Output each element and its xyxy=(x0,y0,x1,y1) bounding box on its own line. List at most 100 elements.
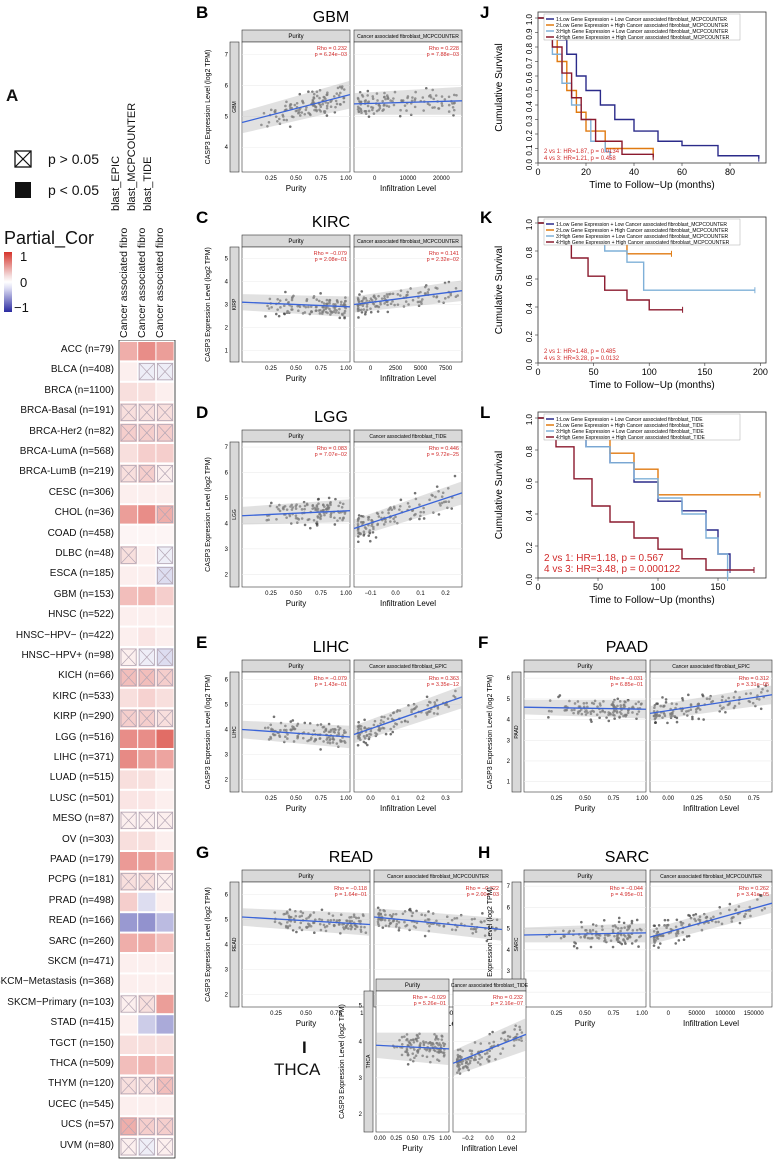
side-strip xyxy=(229,881,240,1008)
heatmap-cell xyxy=(120,913,138,932)
x-tick-label: 1.00 xyxy=(636,796,648,802)
rho-stat: Rho = 0.232 xyxy=(317,46,347,52)
panel-letter: J xyxy=(480,3,489,22)
heatmap-row-label: CHOL (n=36) xyxy=(54,507,114,519)
trend-line xyxy=(241,93,351,124)
y-tick-label: 5 xyxy=(225,918,229,924)
x-tick-label: 1.00 xyxy=(439,1136,451,1142)
y-tick-label: 2 xyxy=(225,778,229,784)
heatmap-ns-mark xyxy=(138,668,155,687)
km-legend xyxy=(543,413,741,441)
panel-letter: C xyxy=(196,208,208,227)
heatmap-cell xyxy=(138,954,156,973)
heatmap-cell xyxy=(120,1015,138,1034)
heatmap-row-label: SKCM−Primary (n=103) xyxy=(7,996,114,1008)
x-tick-label: 0 xyxy=(535,582,540,592)
plot-title: LIHC xyxy=(313,639,349,656)
method-label-tide: blast_TIDE xyxy=(142,156,154,211)
y-tick-label: 4 xyxy=(225,280,229,286)
heatmap-cell xyxy=(156,586,174,606)
heatmap-row-label: BRCA-Basal (n=191) xyxy=(20,405,114,417)
heatmap-row-label: PRAD (n=498) xyxy=(48,894,114,906)
heatmap-cell xyxy=(156,525,174,544)
scatter-panel-gbm: B GBM CASP3 Expression Level (log2 TPM) GBM… xyxy=(196,3,463,193)
heatmap-row-label: ESCA (n=185) xyxy=(49,568,114,580)
heatmap-cell xyxy=(138,586,156,606)
x-tick-label: 0 xyxy=(535,367,540,377)
scatter-panel-thca: CASP3 Expression Level (log2 TPM) THCA 2 3 4… xyxy=(339,978,529,1153)
heatmap-ns-mark xyxy=(120,465,137,483)
column-label-1: Cancer associated fibro xyxy=(118,227,130,338)
y-tick-label: 7 xyxy=(225,445,229,451)
p-stat: p = 6.24e−03 xyxy=(315,52,347,58)
trend-line xyxy=(353,696,463,736)
heatmap-ns-mark xyxy=(138,709,155,728)
confidence-band xyxy=(354,685,462,744)
heatmap-cell xyxy=(138,770,156,789)
y-tick-label: 3 xyxy=(225,968,229,974)
x-axis-label: Infiltration Level xyxy=(380,804,436,813)
trend-line xyxy=(649,902,773,938)
x-axis-label: Time to Follow−Up (months) xyxy=(589,595,715,606)
heatmap-cell xyxy=(120,566,138,585)
x-tick-label: 0.75 xyxy=(748,796,760,802)
heatmap-ns-mark xyxy=(120,1117,137,1136)
heatmap-ns-mark xyxy=(157,1117,174,1136)
heatmap-cell xyxy=(138,831,156,850)
heatmap-cell xyxy=(120,770,138,789)
facet-frame xyxy=(523,881,647,1008)
facet-strip-label: Cancer associated fibroblast_TIDE xyxy=(451,983,529,989)
heatmap-row-label: HNSC (n=522) xyxy=(48,609,114,621)
x-axis-label: Purity xyxy=(575,804,595,813)
heatmap-cell xyxy=(156,750,174,769)
plot-title: SARC xyxy=(605,849,649,866)
x-tick-label: 0.2 xyxy=(507,1136,516,1142)
km-stat: 4 vs 3: HR=3.28, p = 0.0132 xyxy=(544,356,620,362)
rho-stat: Rho = −0.118 xyxy=(334,886,367,892)
facet-strip-label: Cancer associated fibroblast_MCPCOUNTER xyxy=(357,239,459,245)
heatmap-cell xyxy=(120,382,138,402)
km-panel-j: J 0.0 0.1 0.2 0.3 0.4 0.5 0.6 0.7 0.8 0.9 1.0 0 20 40 6… xyxy=(480,3,767,191)
sig-legend-label: p < 0.05 xyxy=(48,182,99,198)
heatmap-cell xyxy=(138,852,156,871)
heatmap-row-label: CESC (n=306) xyxy=(48,486,114,498)
method-label-epic: blast_EPIC xyxy=(110,155,122,211)
heatmap-cell xyxy=(120,525,138,544)
x-tick-label: 0.25 xyxy=(265,591,277,597)
heatmap-row-label: BRCA-LumA (n=568) xyxy=(19,446,114,457)
trend-line xyxy=(649,694,773,715)
plot-title: READ xyxy=(329,849,373,866)
y-tick-label: 0.5 xyxy=(525,86,534,98)
y-tick-label: 3 xyxy=(225,547,229,553)
heatmap-ns-mark xyxy=(120,648,137,666)
y-tick-label: 1 xyxy=(507,780,511,786)
x-tick-label: 100 xyxy=(650,582,665,592)
heatmap-row-label: GBM (n=153) xyxy=(53,588,114,600)
km-panel-l: L 0.0 0.2 0.4 0.6 0.8 1.0 0 50 100 150 Time to Foll… xyxy=(480,403,767,606)
heatmap-row-label: LUAD (n=515) xyxy=(49,772,114,784)
heatmap-ns-mark xyxy=(138,1117,155,1136)
trend-line xyxy=(373,916,503,931)
heatmap-cell xyxy=(120,729,138,748)
y-tick-label: 3 xyxy=(507,738,511,744)
legend-label: 2:Low Gene Expression + High Cancer asso… xyxy=(556,23,729,29)
scatter-points xyxy=(265,496,347,530)
x-tick-label: 0.2 xyxy=(416,796,425,802)
heatmap-cell xyxy=(156,913,174,932)
color-scale-bar xyxy=(4,252,12,312)
p-stat: p = 1.43e−01 xyxy=(315,682,347,688)
km-legend xyxy=(543,13,741,41)
heatmap-cell xyxy=(156,627,174,646)
x-tick-label: 0.50 xyxy=(300,1011,312,1017)
y-tick-label: 6 xyxy=(225,893,229,899)
facet-strip-label: Purity xyxy=(288,239,303,245)
p-stat: p = 3.41e−05 xyxy=(737,892,769,898)
side-strip xyxy=(511,671,522,793)
scatter-panel-sarc: H SARC CASP3 Expression Level (log2 TPM) SA… xyxy=(478,843,773,1028)
heatmap-cell xyxy=(138,750,156,769)
facet-strip-label: Purity xyxy=(288,34,303,40)
panel-a-letter: A xyxy=(6,86,19,105)
y-tick-label: 2 xyxy=(507,759,511,765)
confidence-band xyxy=(650,685,772,721)
x-tick-label: 50 xyxy=(593,582,603,592)
